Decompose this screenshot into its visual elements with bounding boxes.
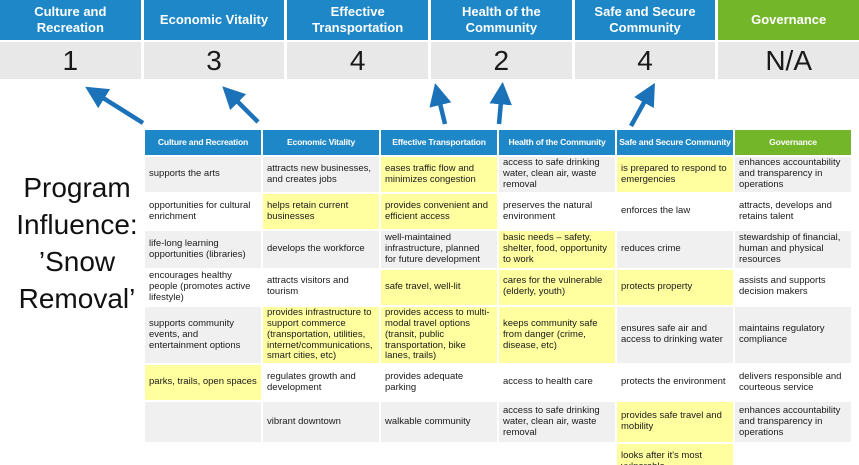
- matrix-cell: eases traffic flow and minimizes congest…: [381, 157, 497, 192]
- matrix-cell: attracts new businesses, and creates job…: [263, 157, 379, 192]
- matrix-cell: looks after it's most vulnerable: [617, 444, 733, 465]
- matrix-cell: provides safe travel and mobility: [617, 402, 733, 443]
- matrix-cell: provides infrastructure to support comme…: [263, 306, 379, 364]
- matrix-cell: [263, 444, 379, 465]
- matrix-cell: access to safe drinking water, clean air…: [499, 157, 615, 192]
- matrix-header-culture-and-recreation: Culture and Recreation: [145, 130, 261, 155]
- matrix-cell: well-maintained infrastructure, planned …: [381, 231, 497, 268]
- scoreboard-header-safe-and-secure-community: Safe and Secure Community: [574, 0, 716, 40]
- matrix-cell: supports the arts: [145, 157, 261, 192]
- matrix-cell: walkable community: [381, 402, 497, 443]
- influence-matrix-head: Culture and Recreation Economic Vitality E…: [145, 130, 851, 155]
- matrix-cell: keeps community safe from danger (crime,…: [499, 306, 615, 364]
- up-arrow-icon-safe: [629, 82, 655, 128]
- scoreboard-header-health-of-the-community: Health of the Community: [431, 0, 572, 40]
- matrix-cell: [735, 444, 851, 465]
- matrix-cell: assists and supports decision makers: [735, 270, 851, 305]
- up-arrow-icon-health: [489, 81, 512, 125]
- matrix-header-row: Culture and Recreation Economic Vitality E…: [145, 130, 851, 155]
- matrix-cell: provides adequate parking: [381, 365, 497, 401]
- matrix-cell: basic needs – safety, shelter, food, opp…: [499, 231, 615, 268]
- matrix-cell: ensures safe air and access to drinking …: [617, 306, 733, 364]
- influence-matrix: Culture and Recreation Economic Vitality E…: [143, 128, 853, 465]
- matrix-cell: encourages healthy people (promotes acti…: [145, 270, 261, 305]
- influence-matrix-body: supports the arts attracts new businesses…: [145, 157, 851, 465]
- scoreboard-header-effective-transportation: Effective Transportation: [287, 0, 428, 40]
- matrix-cell: access to health care: [499, 365, 615, 401]
- matrix-header-economic-vitality: Economic Vitality: [263, 130, 379, 155]
- matrix-row-7: vibrant downtown walkable community access…: [145, 402, 851, 443]
- scoreboard-header-culture-and-recreation: Culture and Recreation: [0, 0, 141, 40]
- matrix-cell: [145, 402, 261, 443]
- matrix-cell: attracts, develops and retains talent: [735, 194, 851, 229]
- matrix-cell: protects the environment: [617, 365, 733, 401]
- matrix-cell: parks, trails, open spaces: [145, 365, 261, 401]
- matrix-cell: enhances accountability and transparency…: [735, 157, 851, 192]
- matrix-cell: maintains regulatory compliance: [735, 306, 851, 364]
- matrix-cell: delivers responsible and courteous servi…: [735, 365, 851, 401]
- matrix-cell: preserves the natural environment: [499, 194, 615, 229]
- matrix-cell: protects property: [617, 270, 733, 305]
- matrix-cell: supports community events, and entertain…: [145, 306, 261, 364]
- matrix-cell: opportunities for cultural enrichment: [145, 194, 261, 229]
- matrix-row-4: encourages healthy people (promotes acti…: [145, 270, 851, 305]
- matrix-cell: attracts visitors and tourism: [263, 270, 379, 305]
- matrix-cell: cares for the vulnerable (elderly, youth…: [499, 270, 615, 305]
- matrix-cell: helps retain current businesses: [263, 194, 379, 229]
- matrix-row-1: supports the arts attracts new businesses…: [145, 157, 851, 192]
- matrix-cell: reduces crime: [617, 231, 733, 268]
- matrix-cell: vibrant downtown: [263, 402, 379, 443]
- matrix-row-5: supports community events, and entertain…: [145, 306, 851, 364]
- scoreboard-value-governance: N/A: [718, 42, 859, 79]
- matrix-cell: life-long learning opportunities (librar…: [145, 231, 261, 268]
- scoreboard-header-economic-vitality: Economic Vitality: [143, 0, 285, 40]
- up-arrow-icon-culture: [85, 86, 145, 125]
- matrix-cell: is prepared to respond to emergencies: [617, 157, 733, 192]
- scoreboard-value-effective-transportation: 4: [287, 42, 428, 79]
- program-influence-label: Program Influence: ’Snow Removal’: [16, 172, 138, 314]
- scoreboard-value-health-of-the-community: 2: [431, 42, 572, 79]
- up-arrow-icon-economic: [222, 86, 260, 124]
- matrix-cell: provides access to multi-modal travel op…: [381, 306, 497, 364]
- matrix-header-health-of-the-community: Health of the Community: [499, 130, 615, 155]
- matrix-cell: access to safe drinking water, clean air…: [499, 402, 615, 443]
- scoreboard-value-economic-vitality: 3: [143, 42, 285, 79]
- matrix-row-3: life-long learning opportunities (librar…: [145, 231, 851, 268]
- matrix-cell: [499, 444, 615, 465]
- matrix-cell: regulates growth and development: [263, 365, 379, 401]
- matrix-row-6: parks, trails, open spaces regulates grow…: [145, 365, 851, 401]
- matrix-header-effective-transportation: Effective Transportation: [381, 130, 497, 155]
- scoreboard-value-safe-and-secure-community: 4: [574, 42, 716, 79]
- matrix-cell: [381, 444, 497, 465]
- matrix-header-safe-and-secure-community: Safe and Secure Community: [617, 130, 733, 155]
- matrix-row-2: opportunities for cultural enrichment hel…: [145, 194, 851, 229]
- matrix-cell: enforces the law: [617, 194, 733, 229]
- up-arrow-icon-transportation: [429, 83, 452, 125]
- matrix-cell: develops the workforce: [263, 231, 379, 268]
- matrix-cell: safe travel, well-lit: [381, 270, 497, 305]
- matrix-header-governance: Governance: [735, 130, 851, 155]
- scoreboard: Culture and Recreation Economic Vitality E…: [0, 0, 859, 79]
- matrix-cell: [145, 444, 261, 465]
- matrix-row-8: looks after it's most vulnerable: [145, 444, 851, 465]
- scoreboard-header-governance: Governance: [718, 0, 859, 40]
- matrix-cell: enhances accountability and transparency…: [735, 402, 851, 443]
- scoreboard-value-culture-and-recreation: 1: [0, 42, 141, 79]
- matrix-cell: provides convenient and efficient access: [381, 194, 497, 229]
- matrix-cell: stewardship of financial, human and phys…: [735, 231, 851, 268]
